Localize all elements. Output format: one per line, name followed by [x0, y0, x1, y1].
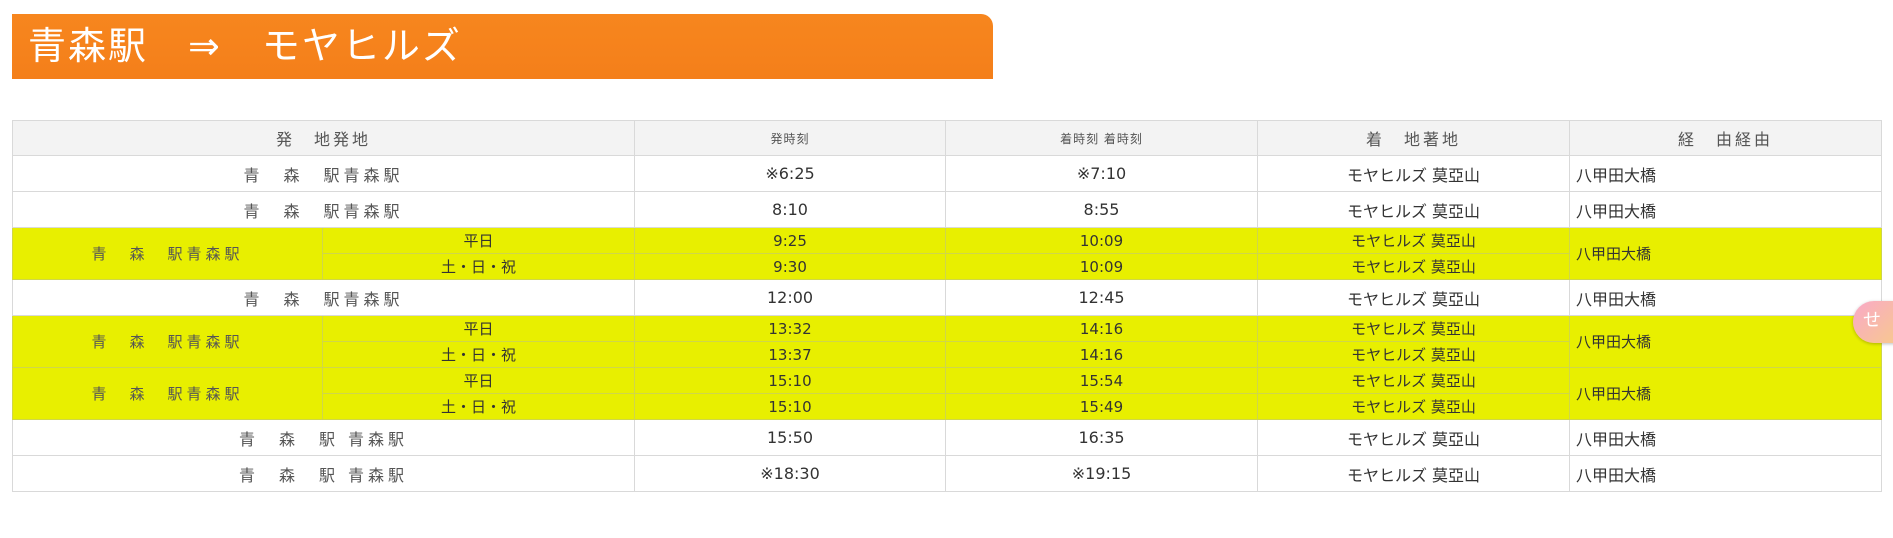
departure-time-cell: 13:37 [634, 341, 947, 368]
table-row: 青 森 駅青森駅 8:10 8:55 モヤヒルズ 莫亞山 八甲田大橋 [11, 191, 1883, 228]
departure-time-cell: 9:30 [634, 253, 947, 280]
column-header-route: 経 由経由 [1569, 120, 1883, 156]
arrival-time-cell: 8:55 [945, 191, 1259, 228]
column-header-origin: 発 地発地 [11, 120, 636, 156]
table-row: 青 森 駅 青森駅 15:50 16:35 モヤヒルズ 莫亞山 八甲田大橋 [11, 419, 1883, 456]
departure-time-cell: 12:00 [634, 279, 947, 316]
table-row: 青 森 駅青森駅 平日 9:25 10:09 モヤヒルズ 莫亞山 八甲田大橋 [12, 227, 1883, 280]
destination-cell: モヤヒルズ 莫亞山 [1257, 191, 1571, 228]
departure-time-cell: 15:50 [634, 419, 947, 456]
day-type-cell: 平日 [321, 367, 636, 394]
arrival-time-cell: ※7:10 [945, 155, 1259, 192]
arrival-time-cell: 12:45 [945, 279, 1259, 316]
table-row: 青 森 駅青森駅 平日 15:10 15:54 モヤヒルズ 莫亞山 八甲田大橋 [12, 367, 1883, 420]
page-title: 青森駅 ⇒ モヤヒルズ [28, 24, 462, 68]
destination-cell: モヤヒルズ 莫亞山 [1257, 419, 1571, 456]
route-cell: 八甲田大橋 [1569, 227, 1883, 280]
origin-cell: 青 森 駅青森駅 [12, 227, 323, 280]
column-header-destination: 着 地著地 [1257, 120, 1571, 156]
day-type-cell: 土・日・祝 [321, 253, 636, 280]
departure-time-cell: 15:10 [634, 367, 947, 394]
destination-cell: モヤヒルズ 莫亞山 [1257, 155, 1571, 192]
route-cell: 八甲田大橋 [1569, 155, 1883, 192]
arrival-time-cell: 16:35 [945, 419, 1259, 456]
bus-timetable: 発 地発地 発時刻 着時刻 着時刻 着 地著地 経 由経由 青 森 駅青森駅 ※… [11, 120, 1883, 492]
origin-cell: 青 森 駅青森駅 [12, 367, 323, 420]
arrival-time-cell: 10:09 [945, 227, 1259, 254]
origin-cell: 青 森 駅青森駅 [11, 279, 636, 316]
translate-widget-icon: せ [1863, 310, 1881, 331]
destination-cell: モヤヒルズ 莫亞山 [1257, 279, 1571, 316]
route-cell: 八甲田大橋 [1569, 455, 1883, 492]
destination-cell: モヤヒルズ 莫亞山 [1257, 455, 1571, 492]
arrival-time-cell: 10:09 [945, 253, 1259, 280]
destination-cell: モヤヒルズ 莫亞山 [1257, 315, 1571, 342]
table-row: 土・日・祝 9:30 10:09 モヤヒルズ 莫亞山 [13, 253, 1882, 280]
destination-cell: モヤヒルズ 莫亞山 [1257, 253, 1571, 280]
table-row: 青 森 駅青森駅 平日 13:32 14:16 モヤヒルズ 莫亞山 八甲田大橋 [12, 315, 1883, 368]
departure-time-cell: 13:32 [634, 315, 947, 342]
destination-cell: モヤヒルズ 莫亞山 [1257, 393, 1571, 420]
day-type-cell: 平日 [321, 315, 636, 342]
arrival-time-cell: 15:49 [945, 393, 1259, 420]
arrival-time-cell: 14:16 [945, 315, 1259, 342]
column-header-arrival: 着時刻 着時刻 [945, 120, 1259, 156]
day-type-cell: 土・日・祝 [321, 393, 636, 420]
route-cell: 八甲田大橋 [1569, 191, 1883, 228]
translate-widget-button[interactable]: せ [1853, 301, 1893, 343]
day-type-cell: 土・日・祝 [321, 341, 636, 368]
departure-time-cell: 9:25 [634, 227, 947, 254]
column-header-departure: 発時刻 [634, 120, 947, 156]
origin-cell: 青 森 駅青森駅 [11, 191, 636, 228]
route-cell: 八甲田大橋 [1569, 279, 1883, 316]
origin-cell: 青 森 駅青森駅 [12, 315, 323, 368]
origin-cell: 青 森 駅 青森駅 [11, 419, 636, 456]
arrival-time-cell: 15:54 [945, 367, 1259, 394]
route-cell: 八甲田大橋 [1569, 315, 1883, 368]
table-row: 土・日・祝 13:37 14:16 モヤヒルズ 莫亞山 [13, 341, 1882, 368]
origin-cell: 青 森 駅青森駅 [11, 155, 636, 192]
arrival-time-cell: ※19:15 [945, 455, 1259, 492]
destination-cell: モヤヒルズ 莫亞山 [1257, 367, 1571, 394]
arrival-time-cell: 14:16 [945, 341, 1259, 368]
table-row: 青 森 駅青森駅 ※6:25 ※7:10 モヤヒルズ 莫亞山 八甲田大橋 [11, 155, 1883, 192]
destination-cell: モヤヒルズ 莫亞山 [1257, 341, 1571, 368]
departure-time-cell: ※6:25 [634, 155, 947, 192]
route-cell: 八甲田大橋 [1569, 419, 1883, 456]
destination-cell: モヤヒルズ 莫亞山 [1257, 227, 1571, 254]
origin-cell: 青 森 駅 青森駅 [11, 455, 636, 492]
table-row: 青 森 駅青森駅 12:00 12:45 モヤヒルズ 莫亞山 八甲田大橋 [11, 279, 1883, 316]
table-row: 青 森 駅 青森駅 ※18:30 ※19:15 モヤヒルズ 莫亞山 八甲田大橋 [11, 455, 1883, 492]
table-row: 土・日・祝 15:10 15:49 モヤヒルズ 莫亞山 [13, 393, 1882, 420]
day-type-cell: 平日 [321, 227, 636, 254]
departure-time-cell: ※18:30 [634, 455, 947, 492]
route-banner: 青森駅 ⇒ モヤヒルズ [12, 14, 993, 79]
route-cell: 八甲田大橋 [1569, 367, 1883, 420]
departure-time-cell: 15:10 [634, 393, 947, 420]
departure-time-cell: 8:10 [634, 191, 947, 228]
